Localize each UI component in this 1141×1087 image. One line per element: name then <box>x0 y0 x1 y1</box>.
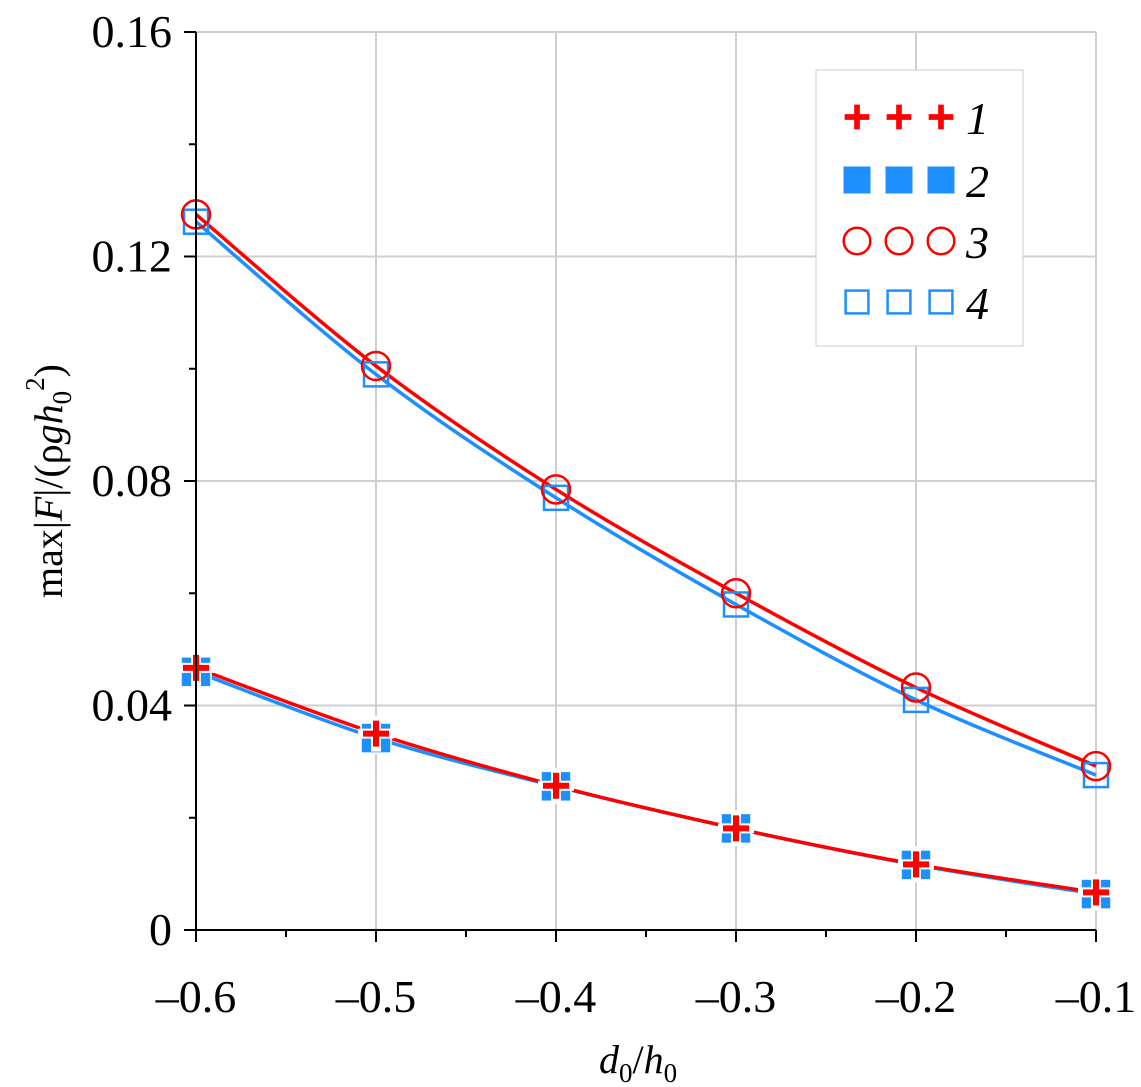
series-3-marker <box>900 672 932 703</box>
series-1-marker <box>723 815 749 842</box>
series-4-marker <box>722 591 750 618</box>
legend-label-1: 1 <box>966 93 989 144</box>
legend-marker-1 <box>886 104 912 130</box>
legend-marker-4 <box>844 289 870 315</box>
series-1-marker <box>543 772 569 799</box>
series-1-marker <box>903 851 929 878</box>
series-3-marker <box>360 350 392 382</box>
y-tick-label: 0 <box>149 904 172 955</box>
x-tick-label: –0.3 <box>695 971 777 1022</box>
legend-marker-3 <box>842 226 872 256</box>
series-3-marker <box>1080 750 1112 782</box>
series-1-line <box>195 666 1097 895</box>
legend-label-3: 3 <box>965 217 989 268</box>
x-tick-label: –0.2 <box>875 971 957 1022</box>
x-tick-label: –0.6 <box>155 971 237 1022</box>
y-axis-label: max|F|/(ρgh02) <box>20 364 77 598</box>
legend-marker-2 <box>884 165 914 195</box>
series-1-marker <box>363 720 389 747</box>
tick-labels: –0.6 –0.5 –0.4 –0.3 –0.2 –0.1 0 0.04 0.08 0.12 0.1… <box>92 6 1137 1022</box>
series-3-marker <box>540 474 572 505</box>
legend-marker-3 <box>926 226 956 256</box>
legend-label-4: 4 <box>966 278 989 329</box>
series-3-marker <box>720 578 752 609</box>
x-axis-label: d0/h0 <box>599 1037 677 1087</box>
y-tick-label: 0.08 <box>92 455 173 506</box>
legend-marker-2 <box>926 165 956 195</box>
legend-marker-2 <box>842 165 872 195</box>
x-tick-label: –0.1 <box>1055 971 1137 1022</box>
legend: 1 2 3 4 <box>815 69 1024 347</box>
legend-marker-4 <box>886 289 912 315</box>
series-4-marker <box>902 686 930 714</box>
y-tick-label: 0.04 <box>92 680 173 731</box>
x-tick-label: –0.5 <box>335 971 417 1022</box>
ticks <box>184 31 1097 942</box>
series-3-line <box>194 213 1097 768</box>
x-tick-label: –0.4 <box>515 971 597 1022</box>
legend-label-2: 2 <box>966 156 989 207</box>
legend-marker-4 <box>928 289 954 315</box>
legend-marker-1 <box>928 104 954 130</box>
legend-box <box>815 69 1024 347</box>
legend-marker-1 <box>844 104 870 130</box>
series-1-marker <box>1083 879 1109 906</box>
y-tick-label: 0.16 <box>92 6 173 57</box>
series-markers <box>178 199 1114 911</box>
legend-marker-3 <box>884 226 914 256</box>
y-tick-label: 0.12 <box>92 231 173 282</box>
